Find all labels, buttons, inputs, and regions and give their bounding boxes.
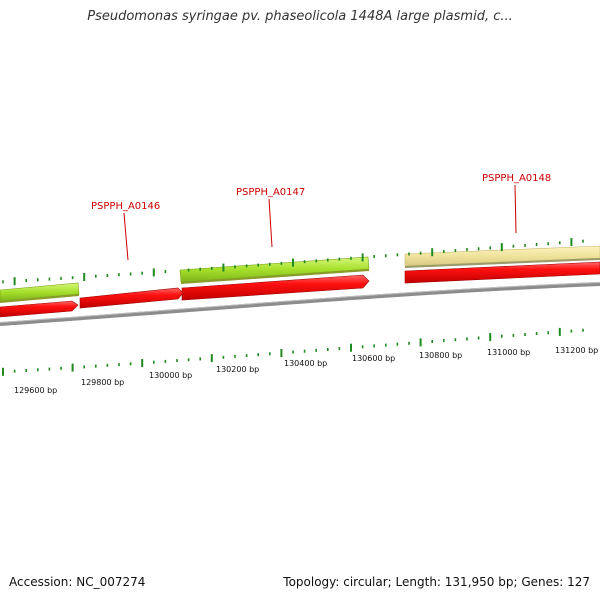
bp-label: 130400 bp	[284, 359, 327, 368]
inner-tick-row	[2, 327, 584, 376]
gene-label-leader	[123, 212, 129, 261]
bp-label: 129600 bp	[14, 386, 57, 395]
gene-block-tan	[404, 245, 600, 267]
genome-backbone	[0, 282, 600, 326]
cds-arrow	[0, 300, 79, 318]
gene-substrip	[0, 294, 79, 303]
gene-label-leader	[514, 184, 517, 234]
bp-label: 130600 bp	[352, 354, 395, 363]
cds-arrow	[79, 287, 184, 309]
genome-backbone-highlight	[0, 282, 600, 323]
bp-label: 131000 bp	[487, 348, 530, 357]
accession-text: Accession: NC_007274	[9, 575, 146, 589]
gene-label-leader	[268, 198, 273, 248]
cds-arrow	[181, 274, 370, 301]
gene-substrip	[405, 258, 600, 268]
gene-substrip	[181, 269, 369, 284]
topology-summary: Topology: circular; Length: 131,950 bp; …	[283, 575, 590, 589]
bp-label: 129800 bp	[81, 378, 124, 387]
bp-label: 130000 bp	[149, 371, 192, 380]
bp-label: 130800 bp	[419, 351, 462, 360]
bp-label: 130200 bp	[216, 365, 259, 374]
gene-label[interactable]: PSPPH_A0146	[91, 201, 160, 212]
bp-label: 131200 bp	[555, 346, 598, 355]
gene-label[interactable]: PSPPH_A0147	[236, 187, 305, 198]
gene-label[interactable]: PSPPH_A0148	[482, 173, 551, 184]
map-title: Pseudomonas syringae pv. phaseolicola 14…	[87, 9, 513, 24]
cds-arrow	[404, 261, 600, 284]
outer-tick-row	[2, 238, 584, 286]
